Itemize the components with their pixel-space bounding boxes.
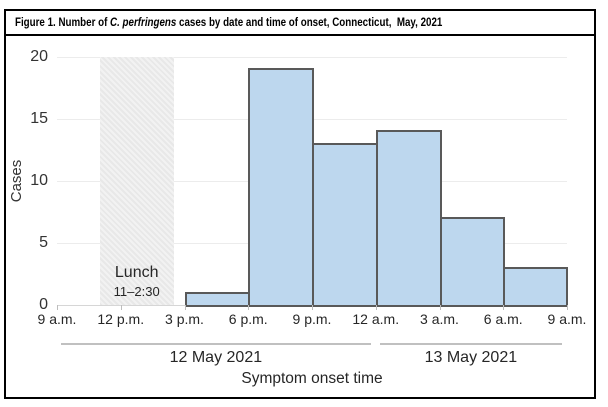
figure-title-bar: Figure 1. Number of C. perfringens cases… — [4, 9, 596, 36]
x-tick-mark-6 — [439, 305, 441, 310]
x-tick-label-6: 3 a.m. — [420, 311, 459, 327]
date-bracket-0 — [61, 343, 371, 345]
lunch-time-label: 11–2:30 — [113, 284, 160, 299]
x-tick-label-3: 6 p.m. — [228, 311, 268, 327]
x-tick-label-1: 12 p.m. — [97, 311, 145, 327]
y-tick-label-5: 5 — [39, 234, 48, 251]
date-label-0: 12 May 2021 — [169, 349, 263, 366]
title-organism: C. perfringens — [110, 17, 177, 29]
x-tick-label-5: 12 a.m. — [352, 311, 400, 327]
x-tick-mark-0 — [57, 305, 58, 310]
bar-3–6 a.m. — [439, 217, 506, 307]
x-axis-title: Symptom onset time — [241, 370, 383, 387]
y-tick-label-10: 10 — [30, 172, 48, 189]
bar-12–3 a.m. — [375, 130, 442, 307]
x-tick-label-7: 6 a.m. — [483, 311, 523, 327]
y-tick-label-15: 15 — [30, 110, 48, 127]
x-tick-mark-7 — [503, 305, 505, 310]
x-tick-mark-1 — [120, 305, 122, 310]
x-tick-mark-3 — [248, 305, 250, 310]
x-tick-label-8: 9 a.m. — [547, 311, 587, 327]
bar-6–9 a.m. — [503, 266, 568, 307]
title-suffix: cases by date and time of onset, Connect… — [176, 17, 443, 29]
x-tick-mark-8 — [567, 305, 568, 310]
lunch-label: Lunch — [114, 264, 159, 281]
y-tick-label-0: 0 — [39, 296, 48, 313]
x-tick-label-4: 9 p.m. — [292, 311, 332, 327]
lunch-region — [99, 57, 174, 305]
gridline-20 — [57, 57, 567, 58]
bar-6–9 p.m. — [248, 68, 314, 307]
x-tick-mark-4 — [312, 305, 313, 310]
x-tick-mark-2 — [184, 305, 186, 310]
x-tick-mark-5 — [375, 305, 377, 310]
y-tick-label-20: 20 — [30, 48, 48, 65]
date-bracket-1 — [379, 343, 562, 345]
date-label-1: 13 May 2021 — [424, 349, 518, 366]
figure-title: Figure 1. Number of C. perfringens cases… — [15, 17, 442, 29]
x-tick-label-2: 3 p.m. — [165, 311, 204, 327]
title-prefix: Figure 1. Number of — [15, 17, 111, 29]
x-tick-label-0: 9 a.m. — [37, 311, 77, 327]
bar-9 p.m.–12 a.m. — [312, 142, 378, 307]
bar-3–6 p.m. — [184, 291, 251, 307]
